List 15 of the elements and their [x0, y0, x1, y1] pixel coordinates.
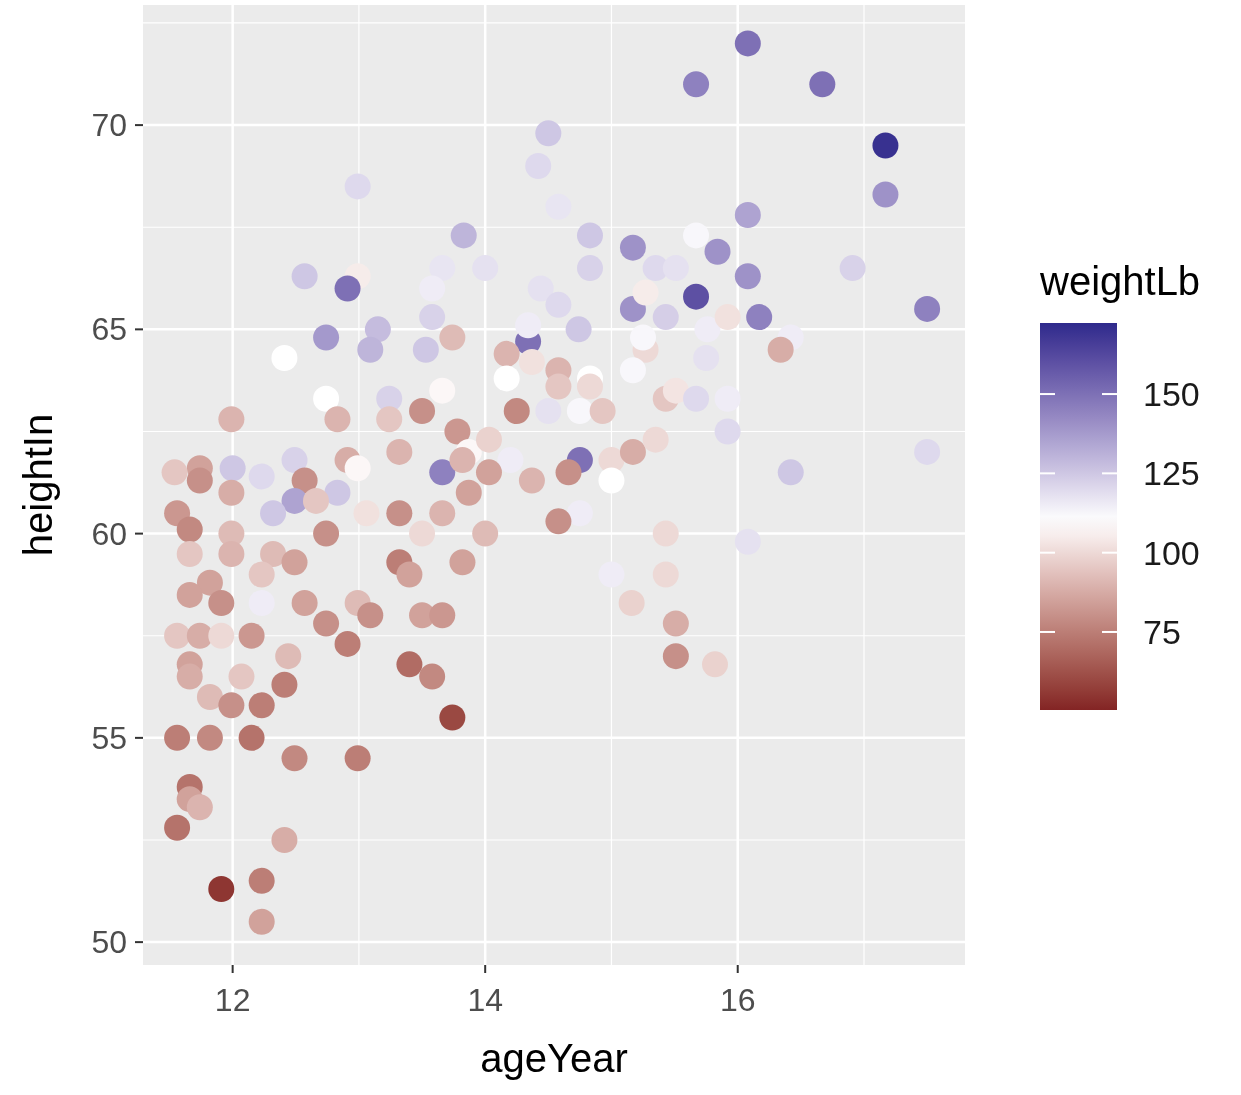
x-tick-label: 12 [214, 982, 251, 1018]
color-bar-label: 75 [1143, 612, 1181, 651]
y-axis-title: heightIn [16, 413, 60, 557]
y-tick-label: 65 [91, 311, 127, 348]
y-tick-label: 60 [91, 515, 127, 552]
y-tick-label: 70 [91, 107, 127, 144]
color-bar-title: weightLb [1039, 259, 1201, 303]
color-bar-label: 150 [1143, 375, 1200, 414]
y-tick-label: 55 [91, 719, 127, 756]
x-tick-label: 16 [719, 982, 756, 1018]
color-bar-label: 100 [1143, 533, 1200, 572]
x-tick-label: 14 [467, 982, 503, 1018]
y-tick-label: 50 [91, 924, 127, 961]
color-bar-label: 125 [1143, 454, 1200, 493]
x-axis-title: ageYear [480, 1036, 628, 1080]
